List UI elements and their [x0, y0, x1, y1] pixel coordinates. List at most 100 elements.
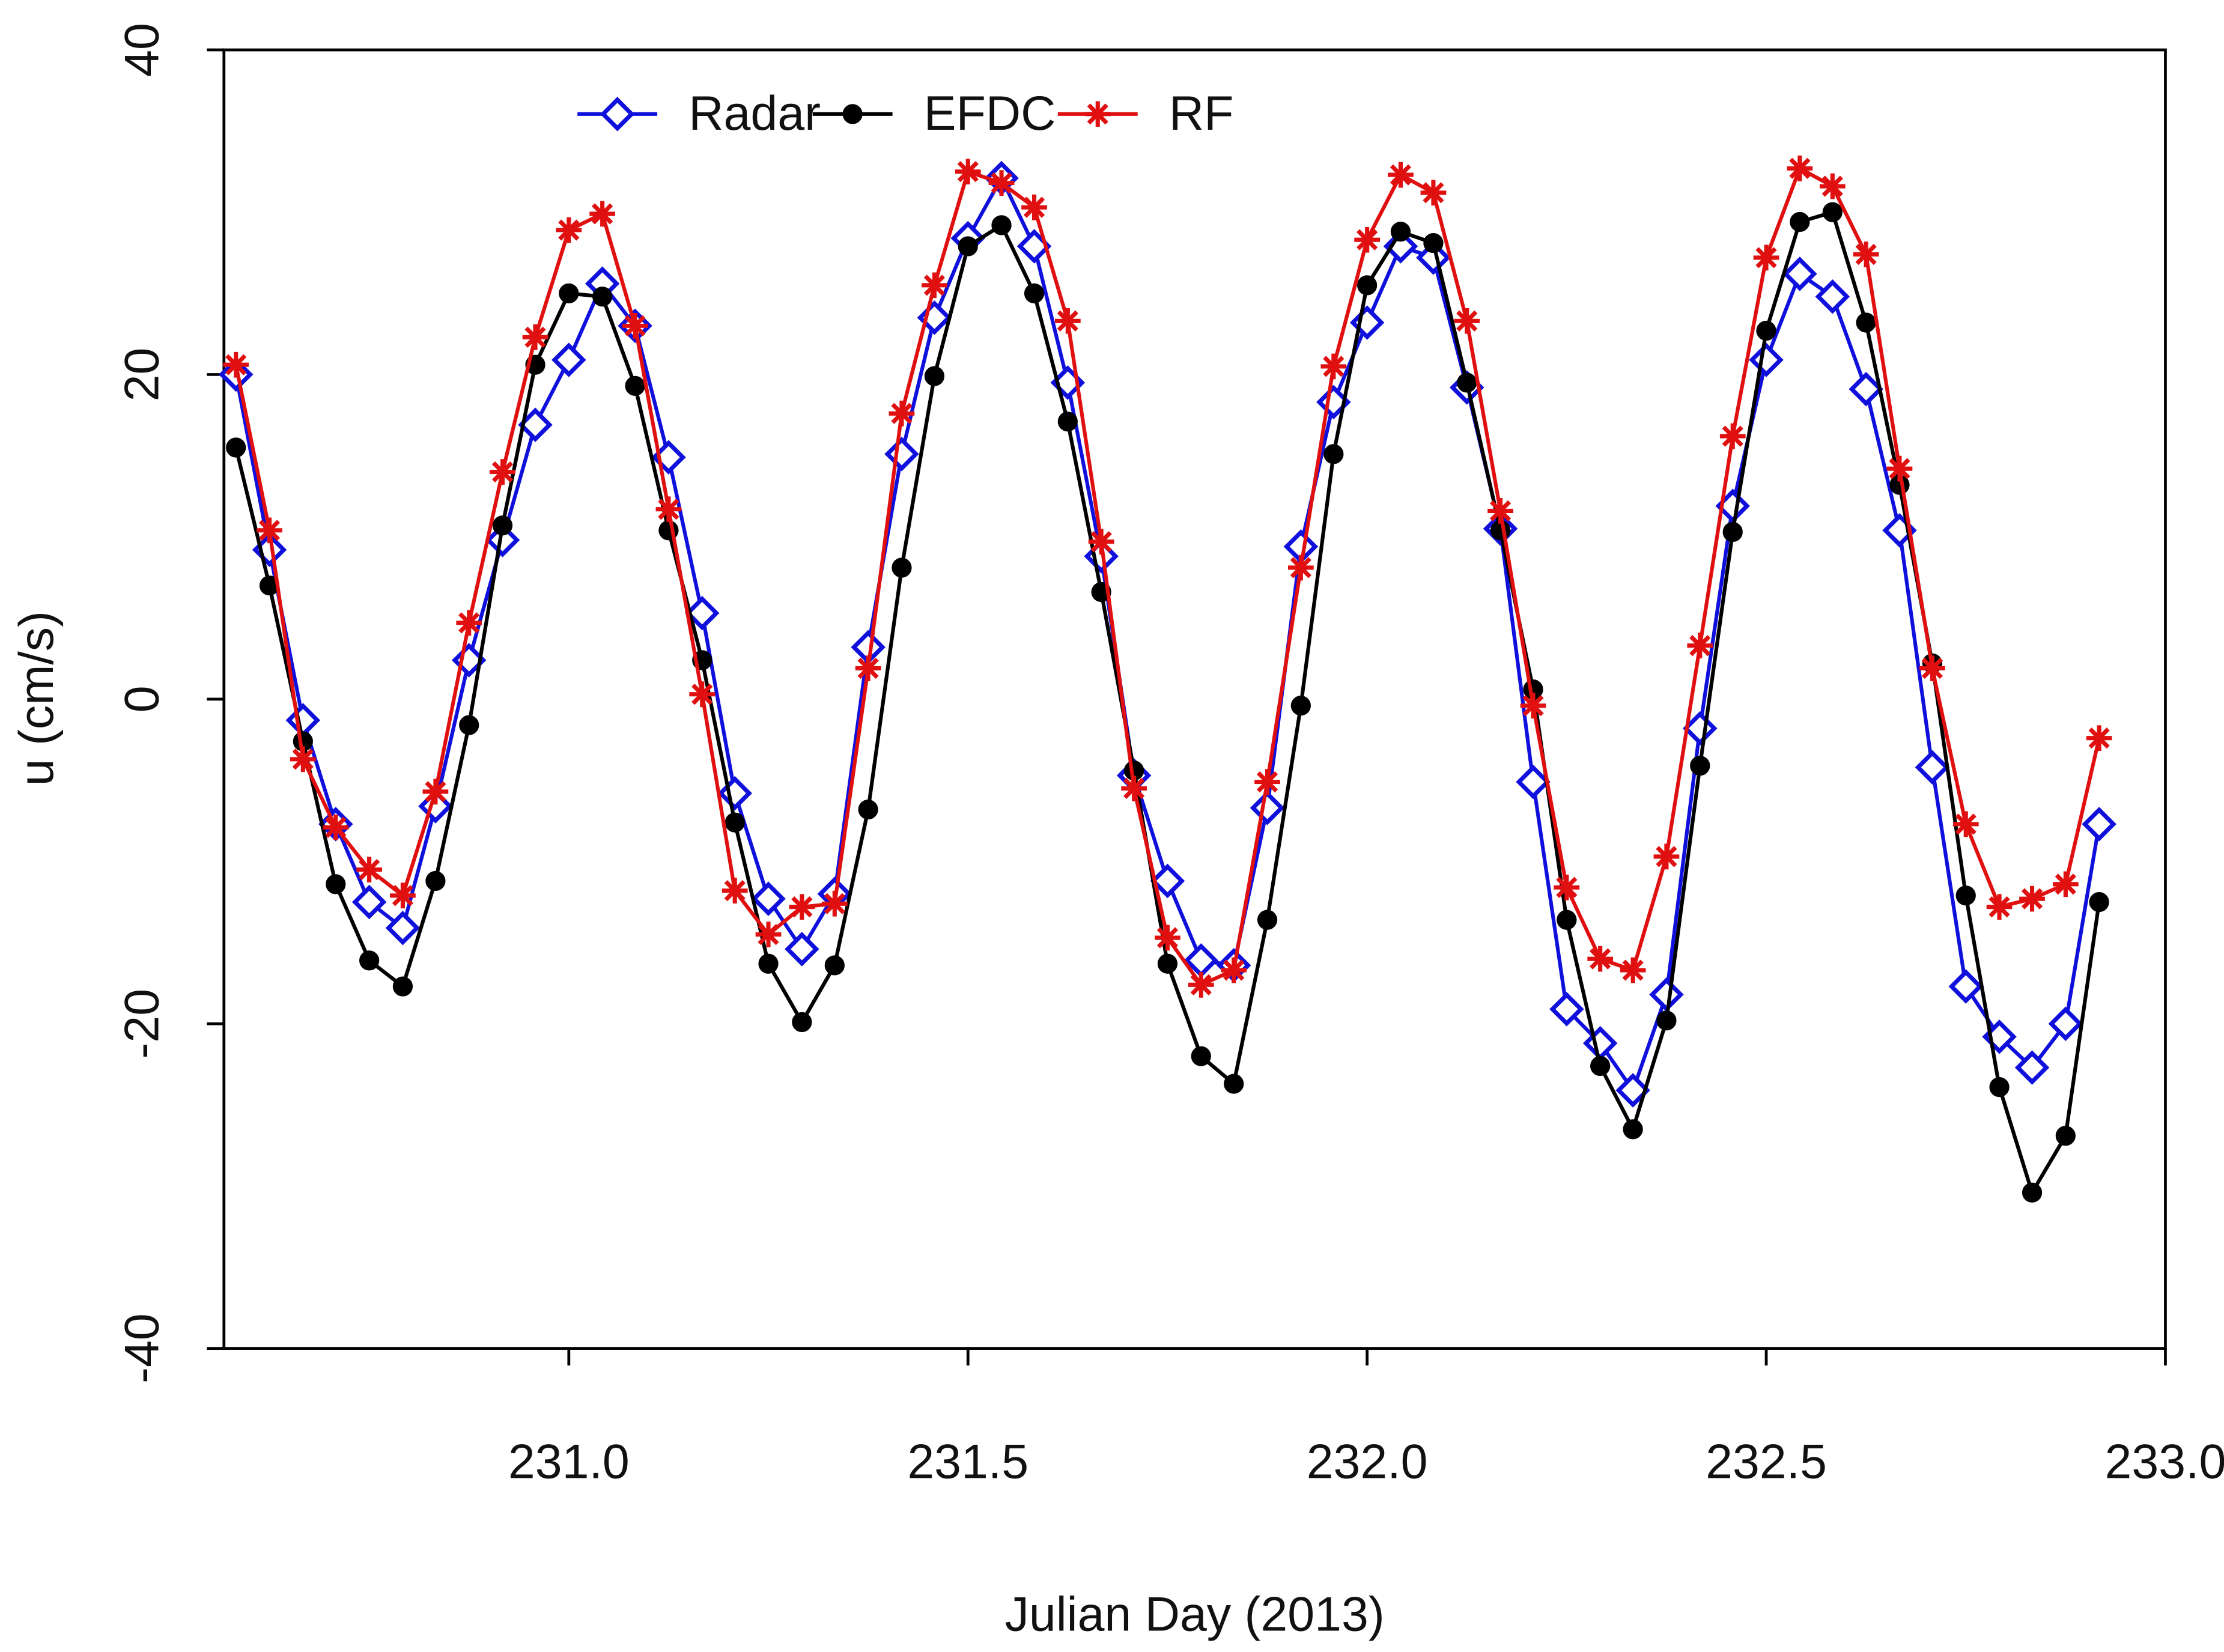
circle-marker [2055, 1126, 2076, 1146]
circle-marker [991, 215, 1012, 235]
asterisk-marker [1188, 972, 1214, 998]
asterisk-marker [422, 779, 449, 805]
diamond-marker [751, 881, 786, 916]
circle-marker [1557, 910, 1577, 930]
y-tick-label: 0 [115, 685, 169, 712]
asterisk-marker [755, 922, 782, 947]
diamond-marker [1549, 992, 1584, 1027]
legend-label: Radar [688, 87, 821, 141]
diamond-marker [1349, 305, 1385, 340]
asterisk-marker [1819, 173, 1846, 199]
series-line [234, 165, 2101, 988]
diamond-marker [1649, 977, 1684, 1012]
circle-marker [1357, 275, 1378, 296]
asterisk-marker [655, 496, 682, 523]
diamond-marker [717, 776, 752, 811]
legend-marker [1084, 101, 1111, 127]
asterisk-marker [922, 272, 947, 299]
x-tick-label: 233.0 [2105, 1435, 2224, 1489]
asterisk-marker [789, 894, 815, 920]
circle-marker [725, 812, 745, 833]
circle-marker [425, 870, 446, 891]
diamond-marker [1615, 1073, 1650, 1108]
circle-marker [359, 950, 380, 971]
legend-label: RF [1169, 87, 1234, 141]
x-tick-label: 232.0 [1307, 1435, 1428, 1489]
asterisk-marker [1454, 308, 1480, 334]
asterisk-marker [1487, 498, 1513, 524]
circle-marker [1690, 755, 1710, 776]
circle-marker [1224, 1073, 1244, 1094]
asterisk-marker [456, 610, 482, 636]
circle-marker [592, 287, 613, 307]
asterisk-marker [722, 878, 748, 904]
asterisk-marker [889, 400, 915, 427]
diamond-marker [785, 932, 819, 967]
asterisk-marker [323, 814, 349, 840]
diamond-marker [485, 523, 520, 557]
y-tick-label: -40 [115, 1313, 169, 1383]
circle-marker [1722, 521, 1743, 542]
circle-marker [1656, 1010, 1677, 1031]
legend-marker [600, 97, 635, 132]
asterisk-marker [1287, 554, 1314, 581]
asterisk-marker [556, 217, 582, 243]
asterisk-marker [490, 459, 515, 485]
circle-marker [1790, 211, 1810, 232]
asterisk-marker [356, 857, 382, 882]
asterisk-marker [1952, 811, 1979, 837]
asterisk-marker [1155, 925, 1180, 951]
circle-marker [1490, 520, 1511, 541]
asterisk-marker [1221, 957, 1247, 983]
asterisk-marker [1354, 226, 1380, 253]
circle-marker [1822, 202, 1843, 222]
circle-marker [392, 976, 413, 997]
circle-marker [824, 955, 845, 976]
asterisk-marker [1021, 194, 1047, 220]
circle-marker [1191, 1046, 1211, 1066]
diamond-marker [1250, 791, 1285, 825]
circle-marker [1057, 411, 1078, 432]
asterisk-marker [1420, 180, 1447, 206]
diamond-marker [1849, 371, 1883, 407]
diamond-marker [2014, 1050, 2050, 1085]
circle-marker [1856, 312, 1876, 333]
asterisk-marker [955, 159, 981, 185]
circle-marker [1257, 910, 1278, 930]
asterisk-marker [257, 517, 282, 544]
circle-marker [625, 375, 645, 396]
circle-marker [1290, 696, 1311, 716]
legend-marker [842, 104, 863, 124]
circle-marker [1390, 222, 1411, 242]
asterisk-marker [1719, 423, 1746, 449]
circle-marker [1955, 885, 1976, 906]
y-tick-label: -20 [115, 989, 169, 1059]
asterisk-marker [1853, 241, 1879, 267]
asterisk-marker [1088, 529, 1114, 555]
diamond-marker [1948, 969, 1984, 1004]
circle-marker [1457, 372, 1477, 393]
x-tick-label: 231.5 [907, 1435, 1028, 1489]
asterisk-marker [589, 201, 615, 227]
circle-marker [1590, 1055, 1611, 1077]
circle-marker [924, 366, 945, 386]
circle-marker [2089, 891, 2109, 913]
circle-marker [1024, 283, 1045, 303]
x-axis-label: Julian Day (2013) [1005, 1587, 1385, 1641]
asterisk-marker [1687, 633, 1713, 659]
diamond-marker [1416, 240, 1451, 275]
diamond-marker [1915, 750, 1950, 785]
circle-marker [1623, 1119, 1643, 1140]
asterisk-marker [1520, 693, 1546, 718]
diamond-marker [1150, 863, 1185, 899]
circle-marker [858, 799, 878, 820]
x-tick-label: 232.5 [1706, 1435, 1827, 1489]
asterisk-marker [855, 655, 881, 681]
circle-marker [459, 715, 479, 735]
asterisk-marker [1320, 353, 1347, 380]
diamond-marker [385, 911, 421, 946]
diamond-marker [2082, 807, 2116, 842]
diamond-marker [2048, 1006, 2083, 1041]
asterisk-marker [1986, 894, 2013, 920]
series-line [234, 210, 2101, 1197]
